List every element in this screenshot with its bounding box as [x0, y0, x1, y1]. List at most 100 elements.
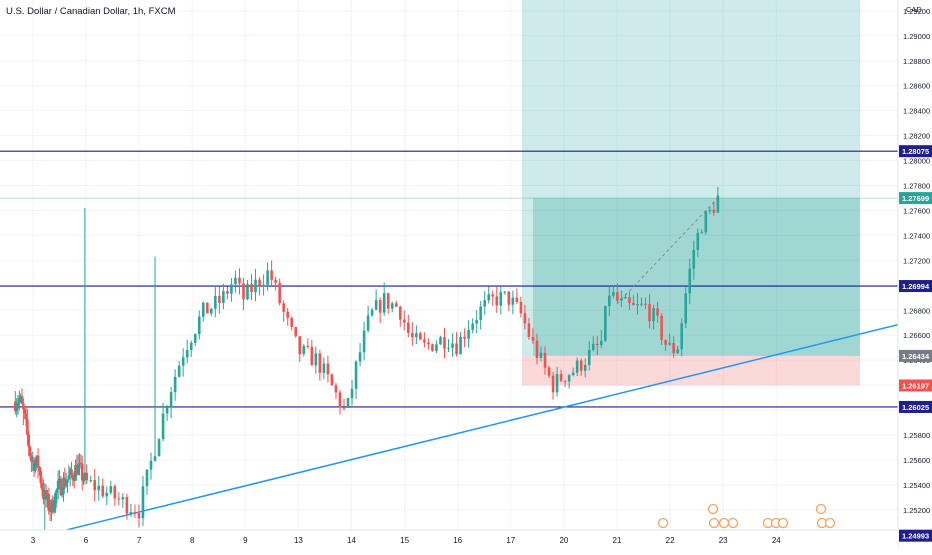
candle-body [222, 291, 225, 303]
event-icon[interactable] [718, 517, 730, 529]
candle-body [386, 293, 390, 309]
candle-body [117, 498, 121, 500]
time-tick-label: 16 [453, 536, 462, 545]
candle-body [234, 277, 237, 285]
event-icon[interactable] [824, 517, 836, 529]
price-tag-label: 1.26197 [902, 381, 929, 390]
candle-body [471, 323, 474, 330]
candle-body [439, 337, 442, 345]
candle-body [459, 336, 462, 355]
candle-body [648, 304, 651, 322]
candle-body [39, 470, 43, 484]
candle-body [672, 343, 675, 354]
candle-body [680, 323, 684, 350]
price-tick-label: 1.28800 [903, 57, 930, 66]
candle-body [30, 455, 33, 462]
candle-body [664, 339, 667, 345]
candle-body [189, 342, 193, 351]
price-tick-label: 1.26600 [903, 331, 930, 340]
candle-body [210, 308, 213, 314]
time-tick-label: 15 [400, 536, 409, 545]
candle-body [64, 482, 68, 487]
candle-body [575, 360, 579, 373]
candle-body [28, 446, 32, 456]
candle-body [527, 323, 531, 337]
price-axis-bg [898, 0, 932, 550]
candle-body [591, 343, 595, 350]
candle-body [79, 462, 83, 464]
candle-body [656, 308, 659, 316]
candle-body [15, 406, 18, 412]
candle-body [137, 513, 141, 519]
candle-body [101, 485, 105, 497]
candle-body [479, 306, 482, 320]
candle-body [354, 361, 358, 389]
candle-body [250, 284, 253, 293]
candle-body [24, 413, 28, 420]
price-axis[interactable]: 1.252001.254001.256001.258001.260001.262… [897, 0, 932, 550]
candle-body [330, 374, 334, 386]
candle-body [431, 344, 434, 351]
candle-body [342, 407, 346, 409]
candle-body [76, 464, 80, 475]
candle-body [407, 322, 410, 333]
candle-body [507, 291, 511, 305]
candle-body [696, 233, 700, 250]
candle-body [704, 211, 708, 233]
time-tick-label: 8 [190, 536, 195, 545]
event-icon[interactable] [707, 503, 719, 515]
candle-body [636, 304, 639, 306]
trendline[interactable] [41, 287, 932, 537]
candle-body [423, 339, 426, 343]
price-tick-label: 1.27400 [903, 231, 930, 240]
price-tick-label: 1.28400 [903, 107, 930, 116]
price-tag [899, 379, 932, 392]
event-icon[interactable] [815, 503, 827, 515]
candle-body [20, 396, 24, 404]
candle-body [419, 333, 422, 340]
candle-body [89, 480, 93, 482]
candle-body [63, 477, 67, 487]
candle-body [567, 375, 571, 382]
candle-body [604, 306, 607, 341]
candle-body [105, 492, 109, 497]
candle-body [193, 334, 197, 343]
candle-body [173, 376, 177, 393]
candle-body [531, 336, 535, 341]
candle-body [310, 346, 314, 366]
candle-body [56, 480, 60, 490]
candle-body [362, 330, 366, 353]
candle-body [67, 475, 71, 480]
candle-body [652, 308, 655, 322]
candle-body [125, 497, 129, 514]
price-tick-label: 1.28600 [903, 82, 930, 91]
candle-body [85, 472, 88, 481]
candle-body [523, 313, 527, 324]
candle-body [78, 462, 81, 465]
candle-body [70, 469, 73, 476]
price-tick-label: 1.29000 [903, 32, 930, 41]
candle-body [80, 463, 84, 481]
candle-body [133, 511, 137, 514]
event-icon[interactable] [708, 517, 720, 529]
event-icon[interactable] [777, 517, 789, 529]
candle-body [555, 374, 559, 393]
candle-body [294, 326, 298, 337]
price-tick-label: 1.25800 [903, 431, 930, 440]
candle-body [47, 494, 51, 511]
candle-body [443, 337, 446, 349]
candle-body [571, 372, 575, 376]
candle-body [40, 483, 44, 490]
candle-body [447, 347, 450, 349]
candle-body [205, 302, 209, 314]
time-axis-bg [0, 530, 898, 550]
time-axis[interactable]: 3 6 7 8 9 13 14 15 16 17 20 21 22 23 24 [0, 529, 898, 550]
time-tick-label: 23 [719, 536, 728, 545]
currency-label: CAD [906, 5, 922, 14]
candle-body [59, 478, 63, 496]
event-icon[interactable] [657, 517, 669, 529]
candle-body [455, 343, 458, 355]
event-icon[interactable] [727, 517, 739, 529]
